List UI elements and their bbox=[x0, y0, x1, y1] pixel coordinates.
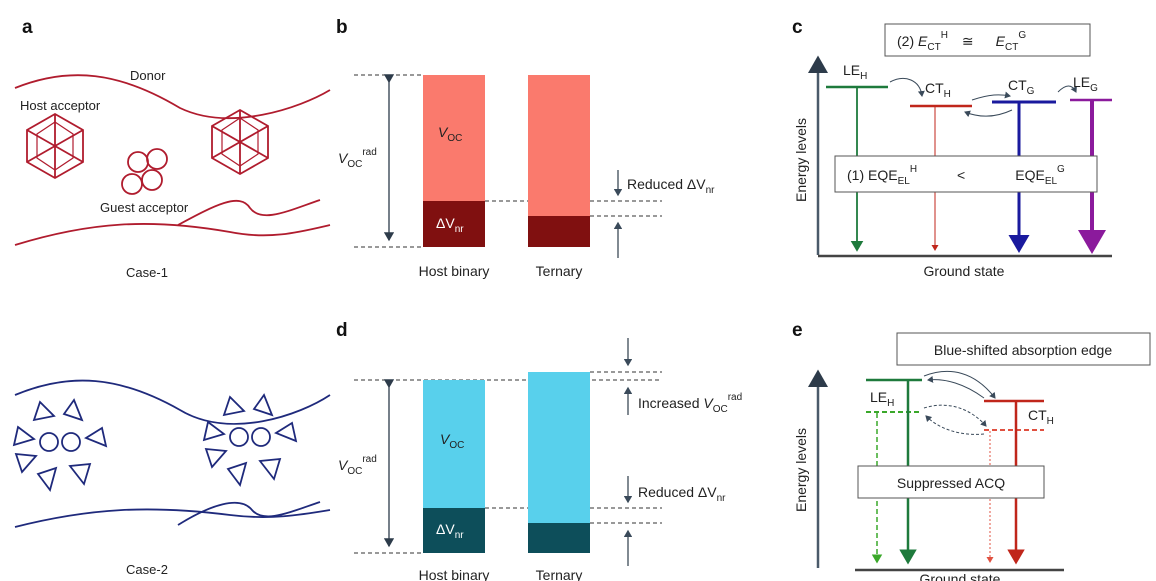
panel-label-e: e bbox=[792, 320, 803, 341]
d-xlabel-ternary: Ternary bbox=[536, 567, 583, 581]
host-acceptor-label: Host acceptor bbox=[20, 98, 101, 113]
d-reduced-label: Reduced ΔVnr bbox=[638, 484, 726, 504]
e-ground-state-label: Ground state bbox=[920, 571, 1001, 581]
c-y-axis-label: Energy levels bbox=[793, 118, 809, 202]
suppressed-text: Suppressed ACQ bbox=[897, 475, 1005, 491]
b-voc-label: VOC bbox=[438, 124, 462, 144]
transfer-ctg-cth bbox=[964, 109, 1013, 118]
b-voc-rad-label: VOCrad bbox=[338, 147, 377, 170]
label-le-h: LEH bbox=[843, 62, 867, 82]
transfer-leh-cth bbox=[889, 78, 925, 97]
bar-d-ternary-dvnr bbox=[528, 523, 590, 553]
bar-ternary-voc bbox=[528, 75, 590, 216]
bar-d-ternary-voc bbox=[528, 372, 590, 523]
blue-shift-box bbox=[896, 332, 1151, 366]
bar-d-host-voc bbox=[423, 380, 485, 508]
condition2-box bbox=[884, 23, 1091, 57]
e-label-le-h: LEH bbox=[870, 389, 894, 409]
d-dvnr-label: ΔVnr bbox=[436, 521, 464, 541]
guest-acceptor-label: Guest acceptor bbox=[100, 200, 189, 215]
donor-chain-bottom bbox=[14, 223, 331, 246]
acceptor-cluster-right bbox=[202, 393, 298, 488]
bar-host-dvnr bbox=[423, 201, 485, 247]
condition2-text: (2) ECTH ≅ ECTG bbox=[897, 30, 1026, 53]
condition1-text: (1) EQEELH < EQEELG bbox=[847, 164, 1065, 187]
panel-label-d: d bbox=[336, 320, 348, 341]
b-reduced-label: Reduced ΔVnr bbox=[627, 176, 715, 196]
e-transfer-dashed-forward bbox=[923, 404, 987, 427]
donor-chain-top-2 bbox=[14, 379, 331, 425]
case1-morphology bbox=[14, 74, 331, 246]
bar-host-voc bbox=[423, 75, 485, 201]
case1-label: Case-1 bbox=[126, 265, 168, 280]
case2-morphology bbox=[12, 379, 331, 528]
panel-d-chart bbox=[354, 338, 662, 566]
host-acceptor-hexagon-left bbox=[26, 112, 84, 180]
e-label-ct-h: CTH bbox=[1028, 407, 1054, 427]
e-transfer-dashed-back bbox=[925, 415, 985, 435]
acceptor-cluster-left bbox=[12, 398, 108, 493]
guest-acceptor-circles bbox=[121, 148, 168, 195]
e-y-axis-label: Energy levels bbox=[793, 428, 809, 512]
guest-side-chain-2 bbox=[177, 501, 321, 526]
panel-label-c: c bbox=[792, 17, 803, 38]
panel-label-b: b bbox=[336, 17, 348, 38]
panel-b-chart bbox=[354, 74, 662, 258]
host-acceptor-hexagon-right bbox=[211, 108, 269, 176]
donor-label: Donor bbox=[130, 68, 166, 83]
donor-chain-top bbox=[14, 74, 331, 119]
panel-e-diagram bbox=[808, 332, 1151, 572]
donor-chain-bottom-2 bbox=[14, 508, 331, 528]
panel-c-diagram bbox=[808, 23, 1112, 258]
condition1-box bbox=[834, 155, 1098, 193]
e-transfer-forward bbox=[923, 370, 996, 399]
label-ct-h: CTH bbox=[925, 80, 951, 100]
c-ground-state-label: Ground state bbox=[924, 263, 1005, 279]
d-voc-label: VOC bbox=[440, 431, 464, 451]
b-xlabel-ternary: Ternary bbox=[536, 263, 583, 279]
blue-shift-text: Blue-shifted absorption edge bbox=[934, 342, 1112, 358]
case2-label: Case-2 bbox=[126, 562, 168, 577]
label-ct-g: CTG bbox=[1008, 77, 1035, 97]
label-le-g: LEG bbox=[1073, 74, 1098, 94]
suppressed-box bbox=[857, 465, 1045, 499]
bar-ternary-dvnr bbox=[528, 216, 590, 247]
d-voc-rad-label: VOCrad bbox=[338, 454, 377, 477]
transfer-ctg-leg bbox=[1057, 85, 1077, 93]
transfer-cth-ctg bbox=[971, 91, 1011, 101]
guest-side-chain bbox=[177, 199, 321, 226]
b-dvnr-label: ΔVnr bbox=[436, 215, 464, 235]
e-transfer-back bbox=[927, 375, 985, 399]
d-increased-label: Increased VOCrad bbox=[638, 392, 742, 415]
d-xlabel-host: Host binary bbox=[419, 567, 490, 581]
bar-d-host-dvnr bbox=[423, 508, 485, 553]
b-xlabel-host: Host binary bbox=[419, 263, 490, 279]
panel-label-a: a bbox=[22, 17, 33, 38]
